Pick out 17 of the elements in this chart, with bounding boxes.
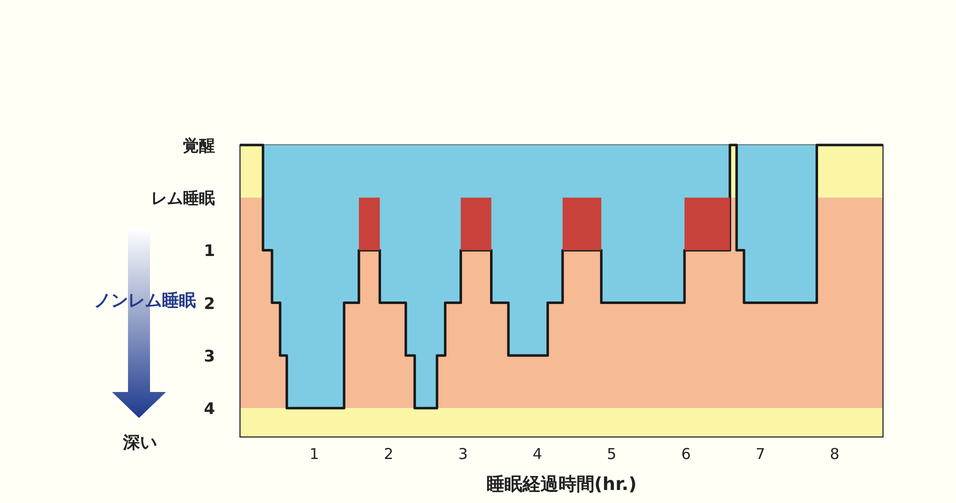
y-tick-label: 覚醒 <box>183 136 215 155</box>
x-tick-label: 6 <box>681 445 691 463</box>
x-axis-title: 睡眠経過時間(hr.) <box>486 474 637 495</box>
text: ノンレム睡眠 <box>94 291 196 311</box>
y-tick-label: 3 <box>204 346 215 366</box>
y-tick-label: 1 <box>204 241 215 260</box>
x-tick-label: 3 <box>458 445 468 463</box>
y-tick-label: 2 <box>204 294 215 313</box>
text: 深い <box>122 433 157 453</box>
x-tick-label: 7 <box>756 445 766 463</box>
x-tick-label: 2 <box>384 445 394 463</box>
y-tick-label: 4 <box>204 399 215 418</box>
x-tick-label: 5 <box>606 445 616 463</box>
x-tick-label: 8 <box>830 445 840 463</box>
y-tick-label: レム睡眠 <box>151 188 215 208</box>
x-tick-label: 4 <box>532 445 542 463</box>
x-tick-label: 1 <box>310 445 320 463</box>
